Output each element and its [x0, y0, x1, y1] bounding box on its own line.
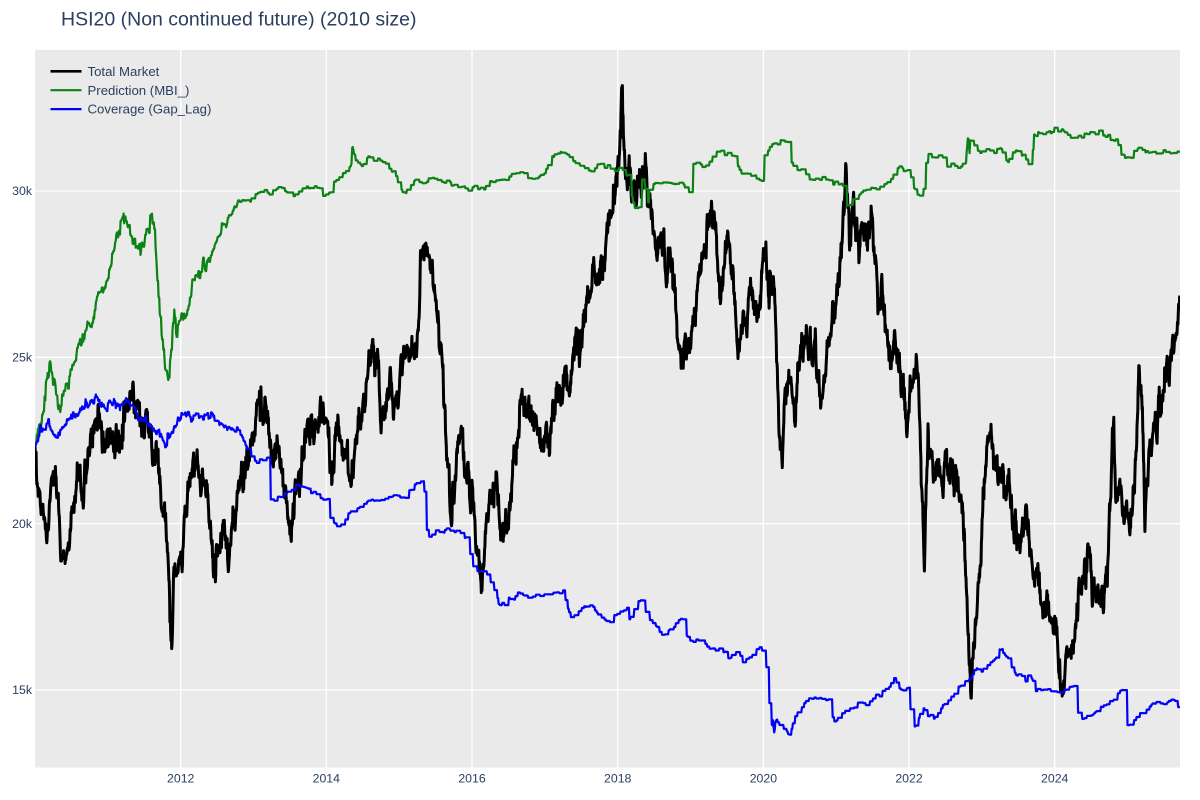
svg-text:2012: 2012: [167, 772, 195, 786]
svg-text:Coverage (Gap_Lag): Coverage (Gap_Lag): [88, 102, 212, 117]
svg-text:30k: 30k: [12, 184, 33, 198]
svg-text:Prediction (MBI_): Prediction (MBI_): [88, 83, 190, 98]
svg-text:20k: 20k: [12, 517, 33, 531]
svg-text:2016: 2016: [458, 772, 486, 786]
svg-text:15k: 15k: [12, 683, 33, 697]
svg-text:2020: 2020: [750, 772, 778, 786]
svg-text:2018: 2018: [604, 772, 632, 786]
svg-text:2024: 2024: [1041, 772, 1069, 786]
svg-text:2014: 2014: [313, 772, 341, 786]
svg-text:2022: 2022: [895, 772, 923, 786]
svg-text:HSI20 (Non continued future) (: HSI20 (Non continued future) (2010 size): [61, 9, 417, 31]
svg-text:Total Market: Total Market: [88, 64, 160, 79]
svg-text:25k: 25k: [12, 351, 33, 365]
